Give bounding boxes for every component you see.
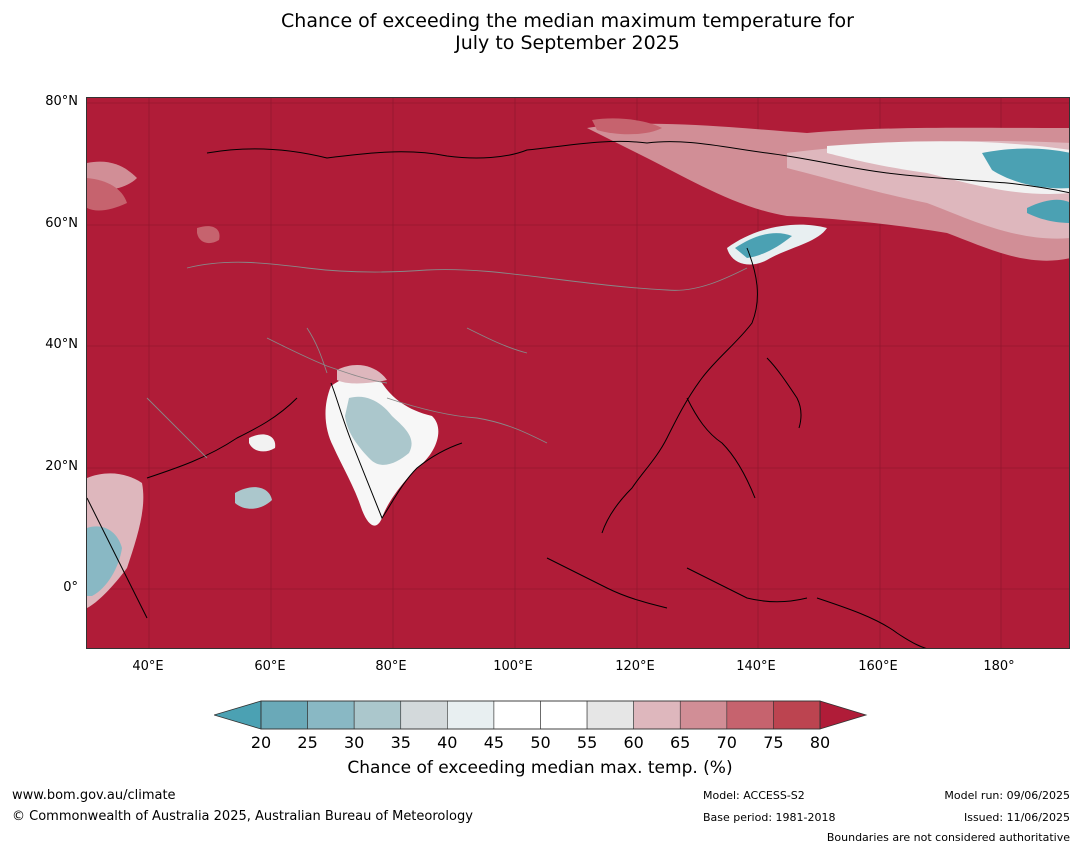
colorbar-segment xyxy=(400,700,448,730)
patch-arabian-sea-blue xyxy=(235,487,272,509)
patch-pakistan-pink xyxy=(337,365,387,384)
colorbar-high-extend xyxy=(819,700,868,730)
colorbar-tick-80: 80 xyxy=(809,733,831,752)
lon-label-80e: 80°E xyxy=(375,659,407,674)
lon-label-40e: 40°E xyxy=(132,659,164,674)
colorbar-segment xyxy=(493,700,541,730)
lon-label-60e: 60°E xyxy=(254,659,286,674)
lat-label-0: 0° xyxy=(63,580,78,595)
colorbar-tick-70: 70 xyxy=(716,733,737,752)
chart-title: Chance of exceeding the median maximum t… xyxy=(0,10,1081,54)
patch-arctic-coast-pink xyxy=(592,118,662,135)
lon-label-100e: 100°E xyxy=(493,659,533,674)
colorbar-low-extend xyxy=(214,700,262,730)
patch-kamchatka-blue xyxy=(1027,199,1069,223)
colorbar-tick-55: 55 xyxy=(576,733,598,752)
lat-label-40n: 40°N xyxy=(45,337,78,352)
patch-caspian-pink xyxy=(197,226,220,244)
colorbar-segment xyxy=(447,700,495,730)
colorbar-segment xyxy=(679,700,728,730)
colorbar-segment xyxy=(540,700,588,730)
colorbar-segments xyxy=(260,700,821,730)
patch-pakistan-coast-white xyxy=(249,434,276,452)
footer-disclaimer: Boundaries are not considered authoritat… xyxy=(826,831,1070,844)
colorbar-tick-35: 35 xyxy=(390,733,411,752)
footer-model: Model: ACCESS-S2 xyxy=(703,789,805,802)
probability-patches xyxy=(87,118,1069,608)
lat-label-60n: 60°N xyxy=(45,216,78,231)
patch-india-blue xyxy=(345,396,412,465)
country-borders xyxy=(146,261,748,459)
lat-label-20n: 20°N xyxy=(45,459,78,474)
colorbar-segment xyxy=(353,700,402,730)
map-canvas xyxy=(87,98,1069,648)
patch-scandinavia-pink xyxy=(87,178,127,211)
lon-label-120e: 120°E xyxy=(615,659,655,674)
colorbar-tick-45: 45 xyxy=(483,733,505,752)
lon-label-140e: 140°E xyxy=(736,659,776,674)
colorbar-segment xyxy=(726,700,774,730)
lon-label-160e: 160°E xyxy=(858,659,898,674)
colorbar-tick-75: 75 xyxy=(763,733,784,752)
colorbar-tick-40: 40 xyxy=(437,733,458,752)
patch-chukotka-blue xyxy=(982,148,1069,189)
colorbar-tick-60: 60 xyxy=(623,733,644,752)
footer-base-period: Base period: 1981-2018 xyxy=(703,811,836,824)
patch-okhotsk-blue xyxy=(735,233,792,258)
colorbar-label: Chance of exceeding median max. temp. (%… xyxy=(347,758,733,778)
footer-issued: Issued: 11/06/2025 xyxy=(963,811,1070,824)
colorbar-segment xyxy=(633,700,681,730)
colorbar-tick-65: 65 xyxy=(670,733,691,752)
title-line-1: Chance of exceeding the median maximum t… xyxy=(281,10,854,32)
colorbar-tick-20: 20 xyxy=(250,733,272,752)
lat-label-80n: 80°N xyxy=(45,94,78,109)
lon-label-180: 180° xyxy=(983,659,1015,674)
colorbar-segment xyxy=(260,700,308,730)
colorbar-segment xyxy=(307,700,355,730)
footer-url[interactable]: www.bom.gov.au/climate xyxy=(12,788,176,803)
probability-map xyxy=(86,97,1070,649)
colorbar-tick-50: 50 xyxy=(530,733,551,752)
colorbar-segment xyxy=(586,700,634,730)
colorbar-segment xyxy=(773,700,821,730)
footer-model-run: Model run: 09/06/2025 xyxy=(944,789,1070,802)
patch-east-africa-blue xyxy=(87,526,122,596)
colorbar xyxy=(214,700,868,730)
colorbar-tick-30: 30 xyxy=(344,733,365,752)
colorbar-outline xyxy=(260,700,821,730)
colorbar-tick-25: 25 xyxy=(297,733,318,752)
title-line-2: July to September 2025 xyxy=(455,32,680,54)
footer-copyright: © Commonwealth of Australia 2025, Austra… xyxy=(12,809,473,824)
coastlines xyxy=(87,140,1069,648)
